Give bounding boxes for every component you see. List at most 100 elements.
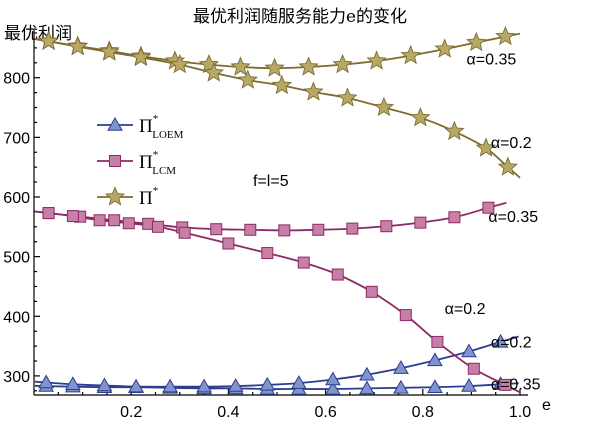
- y-tick-label: 700: [3, 130, 30, 147]
- legend: Π* LOEM Π* LCM Π*: [97, 113, 184, 209]
- series-line: [34, 335, 519, 388]
- data-point: [230, 56, 251, 76]
- series-label: α=0.2: [491, 135, 532, 152]
- data-point: [393, 360, 409, 374]
- series-label: α=0.2: [445, 301, 486, 318]
- data-point: [497, 156, 519, 176]
- data-point: [332, 53, 353, 74]
- data-point: [42, 207, 55, 220]
- data-point: [67, 35, 88, 56]
- data-point: [162, 378, 178, 393]
- x-tick-label: 0.6: [314, 404, 336, 421]
- series-labels: α=0.35 α=0.2 α=0.35 α=0.2 α=0.2 α=0.35: [445, 52, 541, 394]
- legend-marker: [107, 116, 123, 131]
- data-point: [244, 223, 257, 236]
- data-point: [444, 120, 465, 141]
- data-point: [461, 343, 477, 358]
- data-point: [237, 69, 259, 89]
- data-point: [128, 378, 144, 393]
- series-label: α=0.35: [491, 377, 541, 394]
- data-point: [492, 333, 509, 348]
- data-point: [431, 335, 444, 348]
- data-point: [427, 352, 443, 367]
- data-point: [399, 309, 412, 322]
- data-point: [414, 216, 427, 229]
- data-point: [65, 376, 81, 391]
- data-point: [346, 222, 359, 235]
- data-point: [475, 137, 497, 157]
- data-point: [264, 57, 285, 77]
- data-point: [427, 379, 443, 393]
- data-point: [359, 366, 375, 381]
- data-point: [169, 53, 190, 74]
- data-point: [259, 376, 276, 391]
- data-point: [495, 25, 516, 46]
- series-label: α=0.35: [488, 209, 538, 226]
- legend-label: Π*: [139, 185, 158, 209]
- parameter-annotation: f=l=5: [253, 173, 289, 190]
- data-point: [178, 226, 191, 239]
- data-point: [203, 62, 225, 82]
- data-point: [66, 210, 79, 223]
- x-tick-label: 1.0: [509, 404, 531, 421]
- data-point: [96, 377, 113, 392]
- series-markers: [38, 25, 519, 395]
- data-point: [393, 379, 409, 394]
- data-point: [93, 214, 106, 227]
- data-point: [151, 220, 164, 233]
- data-point: [337, 87, 358, 107]
- data-point: [298, 56, 319, 76]
- data-point: [461, 378, 477, 392]
- data-point: [434, 38, 455, 58]
- data-point: [325, 381, 341, 395]
- series-label: α=0.2: [491, 334, 532, 351]
- data-point: [261, 247, 274, 260]
- x-tick-label: 0.2: [120, 404, 142, 421]
- data-point: [196, 378, 212, 393]
- data-point: [365, 285, 378, 298]
- data-point: [122, 217, 135, 230]
- series-line: [34, 201, 507, 232]
- y-tick-label: 500: [3, 250, 30, 267]
- axes: 300 400 500 600 700 800 0.2 0.4 0.6 0.8 1.0: [3, 30, 531, 421]
- data-point: [448, 211, 461, 224]
- data-point: [325, 371, 341, 386]
- x-tick-label: 0.8: [412, 404, 434, 421]
- data-point: [38, 374, 55, 389]
- data-point: [130, 46, 152, 67]
- series-label: α=0.35: [467, 52, 517, 69]
- x-tick-label: 0.4: [217, 404, 239, 421]
- data-point: [331, 268, 344, 281]
- y-tick-label: 300: [3, 369, 30, 386]
- legend-label: Π* LCM: [139, 149, 176, 177]
- data-point: [312, 223, 325, 236]
- data-point: [366, 50, 387, 70]
- data-point: [38, 30, 59, 50]
- data-point: [359, 380, 375, 395]
- y-tick-label: 600: [3, 190, 30, 207]
- data-point: [410, 106, 431, 127]
- data-point: [227, 378, 244, 392]
- series-line: [34, 37, 521, 179]
- data-point: [297, 256, 310, 269]
- data-point: [210, 223, 223, 236]
- legend-label: Π* LOEM: [139, 113, 184, 141]
- data-point: [482, 201, 495, 214]
- chart-title: 最优利润随服务能力e的变化: [193, 7, 407, 27]
- data-point: [467, 362, 480, 375]
- data-point: [99, 41, 120, 61]
- data-point: [499, 378, 512, 391]
- data-point: [400, 44, 421, 65]
- data-point: [291, 375, 307, 389]
- x-axis-label: e: [542, 397, 551, 414]
- data-point: [271, 74, 293, 95]
- data-point: [373, 96, 395, 117]
- y-tick-label: 800: [3, 71, 30, 88]
- y-tick-label: 400: [3, 309, 30, 326]
- data-point: [303, 81, 324, 101]
- legend-marker: [104, 186, 126, 206]
- data-point: [380, 220, 393, 233]
- data-point: [108, 214, 121, 227]
- y-axis-label: 最优利润: [4, 24, 72, 44]
